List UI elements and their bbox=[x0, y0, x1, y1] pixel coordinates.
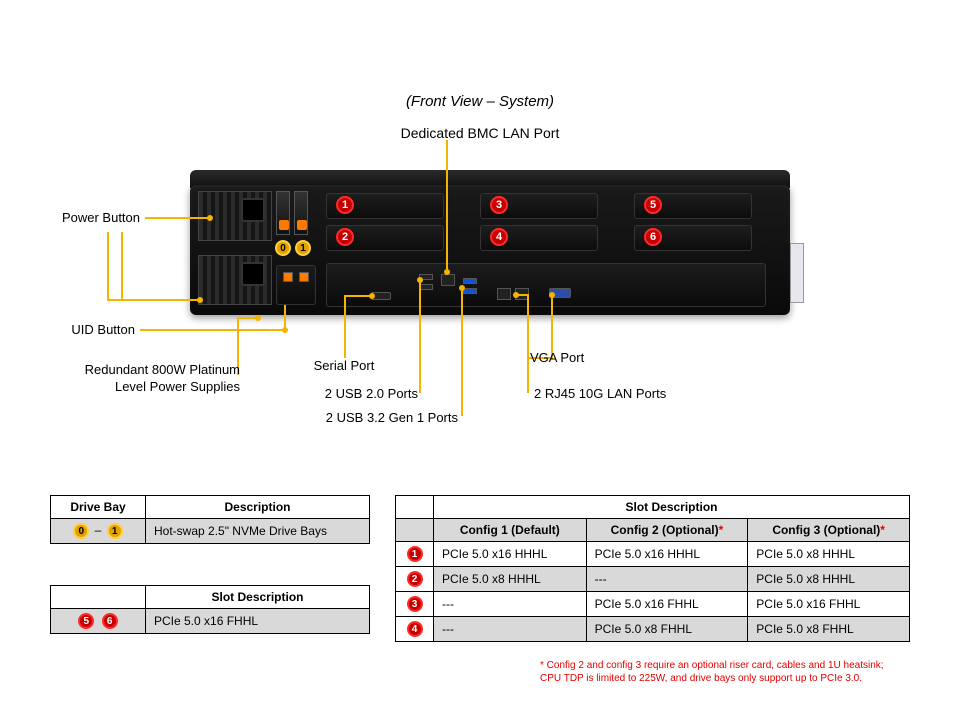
drive-bay-1 bbox=[294, 191, 308, 235]
usb20-port bbox=[419, 274, 433, 280]
front-button-panel bbox=[276, 265, 316, 305]
usb20-port bbox=[419, 284, 433, 290]
slot56-table: Slot Description 5 6 PCIe 5.0 x16 FHHL bbox=[50, 585, 370, 634]
row2-marker: 2 bbox=[396, 567, 434, 592]
vga-port bbox=[549, 288, 571, 298]
th-config3: Config 3 (Optional)* bbox=[748, 519, 910, 542]
rj45-10g-port bbox=[515, 288, 529, 300]
label-psu: Redundant 800W Platinum Level Power Supp… bbox=[10, 362, 240, 396]
row1-c3: PCIe 5.0 x8 HHHL bbox=[748, 542, 910, 567]
view-title: (Front View – System) bbox=[0, 93, 960, 110]
label-rj45: 2 RJ45 10G LAN Ports bbox=[534, 386, 666, 401]
row1-c2: PCIe 5.0 x16 HHHL bbox=[586, 542, 748, 567]
row3-c1: --- bbox=[434, 592, 587, 617]
drive-bay-desc: Hot-swap 2.5" NVMe Drive Bays bbox=[146, 519, 370, 544]
row2-c2: --- bbox=[586, 567, 748, 592]
brand-tab bbox=[790, 243, 804, 303]
th-blank bbox=[396, 519, 434, 542]
label-usb32: 2 USB 3.2 Gen 1 Ports bbox=[288, 410, 458, 425]
row4-c2: PCIe 5.0 x8 FHHL bbox=[586, 617, 748, 642]
drive-bay-markers: 0 – 1 bbox=[51, 519, 146, 544]
th-drive-bay: Drive Bay bbox=[51, 496, 146, 519]
row2-c1: PCIe 5.0 x8 HHHL bbox=[434, 567, 587, 592]
config-footnote: * Config 2 and config 3 require an optio… bbox=[540, 660, 940, 685]
bmc-subtitle: Dedicated BMC LAN Port bbox=[0, 125, 960, 141]
psu-1 bbox=[198, 255, 272, 305]
row2-c3: PCIe 5.0 x8 HHHL bbox=[748, 567, 910, 592]
row3-c2: PCIe 5.0 x16 FHHL bbox=[586, 592, 748, 617]
label-vga: VGA Port bbox=[530, 350, 584, 365]
rear-io-panel bbox=[326, 263, 766, 307]
usb32-port bbox=[463, 278, 477, 284]
th-config1: Config 1 (Default) bbox=[434, 519, 587, 542]
rj45-10g-port bbox=[497, 288, 511, 300]
row4-c1: --- bbox=[434, 617, 587, 642]
label-power-button: Power Button bbox=[10, 210, 140, 225]
row4-marker: 4 bbox=[396, 617, 434, 642]
slot-config-table: Slot Description Config 1 (Default) Conf… bbox=[395, 495, 910, 642]
bmc-lan-port bbox=[441, 274, 455, 286]
indicator-led bbox=[283, 272, 293, 282]
row4-c3: PCIe 5.0 x8 FHHL bbox=[748, 617, 910, 642]
label-usb20: 2 USB 2.0 Ports bbox=[298, 386, 418, 401]
psu-0 bbox=[198, 191, 272, 241]
serial-port bbox=[371, 292, 391, 300]
row1-c1: PCIe 5.0 x16 HHHL bbox=[434, 542, 587, 567]
row3-c3: PCIe 5.0 x16 FHHL bbox=[748, 592, 910, 617]
slot-marker-2: 2 bbox=[336, 228, 354, 246]
row3-marker: 3 bbox=[396, 592, 434, 617]
drive-bay-0 bbox=[276, 191, 290, 235]
slot56-markers: 5 6 bbox=[51, 609, 146, 634]
slot-marker-5: 5 bbox=[644, 196, 662, 214]
slot56-desc: PCIe 5.0 x16 FHHL bbox=[146, 609, 370, 634]
drive-marker-0: 0 bbox=[275, 240, 291, 256]
drive-bay-table: Drive Bay Description 0 – 1 Hot-swap 2.5… bbox=[50, 495, 370, 544]
label-uid-button: UID Button bbox=[10, 322, 135, 337]
label-serial: Serial Port bbox=[284, 358, 404, 373]
drive-marker-1: 1 bbox=[295, 240, 311, 256]
usb32-port bbox=[463, 288, 477, 294]
th-slot56-desc: Slot Description bbox=[146, 586, 370, 609]
th-blank bbox=[51, 586, 146, 609]
slot-marker-1: 1 bbox=[336, 196, 354, 214]
th-config2: Config 2 (Optional)* bbox=[586, 519, 748, 542]
slot-marker-3: 3 bbox=[490, 196, 508, 214]
th-slot-description: Slot Description bbox=[434, 496, 910, 519]
th-blank bbox=[396, 496, 434, 519]
row1-marker: 1 bbox=[396, 542, 434, 567]
slot-marker-4: 4 bbox=[490, 228, 508, 246]
th-description: Description bbox=[146, 496, 370, 519]
indicator-led bbox=[299, 272, 309, 282]
slot-marker-6: 6 bbox=[644, 228, 662, 246]
